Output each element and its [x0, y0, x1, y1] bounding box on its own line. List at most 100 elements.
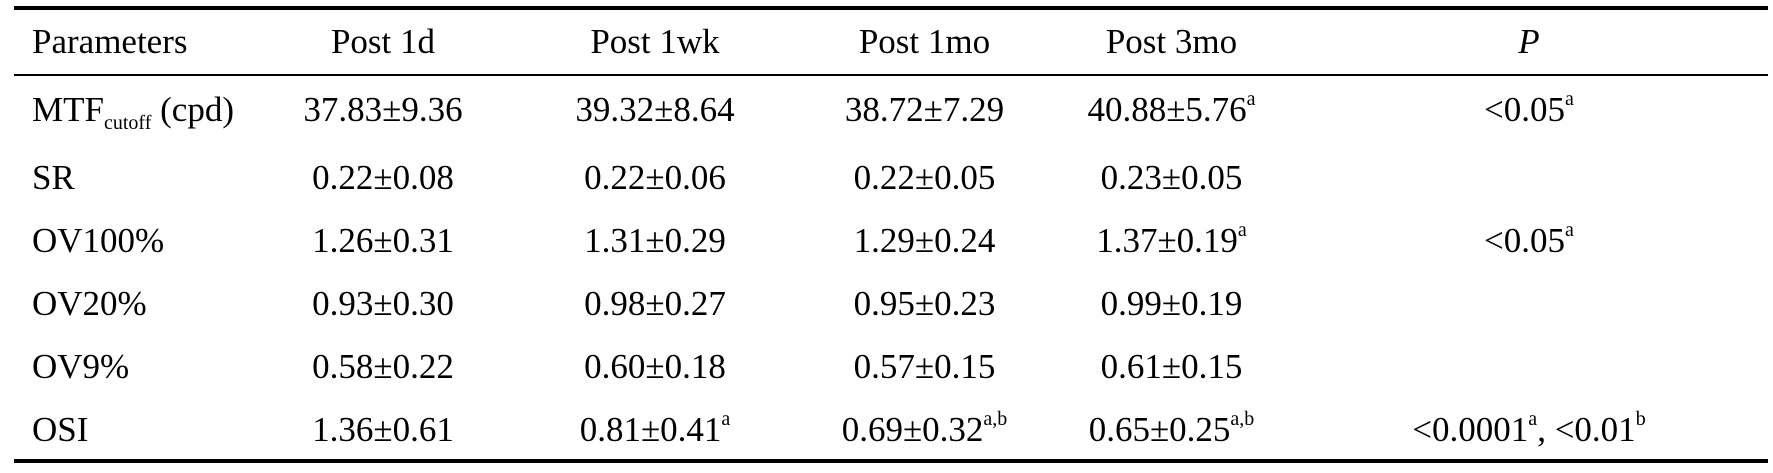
- cell-value: 1.26±0.31: [312, 220, 454, 260]
- table-row: OV9% 0.58±0.22 0.60±0.18 0.57±0.15 0.61±0.15: [14, 335, 1768, 398]
- cell-value: <0.05: [1484, 220, 1566, 260]
- parameter-cell: MTFcutoff (cpd): [14, 74, 252, 146]
- cell-post-1mo: 0.22±0.05: [796, 146, 1053, 209]
- header-rule: [14, 74, 1768, 76]
- cell-value: 0.60±0.18: [584, 346, 726, 386]
- cell-value: <0.05: [1484, 90, 1566, 129]
- table-row: MTFcutoff (cpd) 37.83±9.36 39.32±8.64 38.72…: [14, 74, 1768, 146]
- table-row: OV20% 0.93±0.30 0.98±0.27 0.95±0.23 0.99±0.1…: [14, 272, 1768, 335]
- cell-p-value: [1290, 146, 1768, 209]
- cell-p-value: [1290, 335, 1768, 398]
- significance-marker: a: [1528, 407, 1538, 430]
- cell-post-1d: 1.26±0.31: [252, 209, 514, 272]
- cell-p-value: [1290, 272, 1768, 335]
- significance-marker: a,b: [1230, 407, 1255, 430]
- significance-marker: a: [721, 407, 731, 430]
- cell-post-3mo: 0.23±0.05: [1053, 146, 1290, 209]
- cell-value: 0.57±0.15: [853, 346, 996, 386]
- cell-value: 0.61±0.15: [1100, 346, 1243, 386]
- parameter-name: MTF: [32, 90, 104, 129]
- significance-marker: a: [1246, 88, 1256, 111]
- header-post-1wk: Post 1wk: [590, 22, 720, 61]
- significance-marker: a: [1565, 218, 1574, 241]
- results-table: Parameters Post 1d Post 1wk Post 1mo Pos…: [14, 10, 1768, 461]
- cell-post-3mo: 0.99±0.19: [1053, 272, 1290, 335]
- cell-post-1wk: 0.81±0.41a: [514, 398, 796, 461]
- cell-value: 0.99±0.19: [1100, 283, 1243, 323]
- header-post-1mo: Post 1mo: [858, 22, 991, 61]
- cell-post-3mo: 40.88±5.76a: [1053, 74, 1290, 146]
- significance-marker: a: [1565, 88, 1574, 111]
- parameter-subscript: cutoff: [103, 112, 152, 134]
- cell-post-1mo: 38.72±7.29: [796, 74, 1053, 146]
- cell-value: 0.81±0.41: [579, 409, 722, 449]
- parameter-name: OSI: [32, 409, 89, 449]
- cell-value: 37.83±9.36: [303, 90, 463, 129]
- cell-value-secondary: , <0.01: [1537, 409, 1636, 449]
- cell-post-3mo: 1.37±0.19a: [1053, 209, 1290, 272]
- cell-post-1mo: 0.95±0.23: [796, 272, 1053, 335]
- parameter-cell: SR: [14, 146, 252, 209]
- cell-value: <0.0001: [1412, 409, 1529, 449]
- cell-value: 0.69±0.32: [841, 409, 984, 449]
- table-body: MTFcutoff (cpd) 37.83±9.36 39.32±8.64 38.72…: [14, 74, 1768, 461]
- cell-post-1d: 0.22±0.08: [252, 146, 514, 209]
- bottom-rule: [14, 459, 1768, 463]
- cell-p-value: <0.05a: [1290, 74, 1768, 146]
- parameter-name: OV100%: [32, 220, 165, 260]
- cell-value: 0.98±0.27: [584, 283, 726, 323]
- cell-post-1mo: 0.57±0.15: [796, 335, 1053, 398]
- cell-value: 0.93±0.30: [312, 283, 454, 323]
- cell-value: 0.22±0.08: [312, 157, 454, 197]
- cell-post-1mo: 1.29±0.24: [796, 209, 1053, 272]
- cell-post-3mo: 0.65±0.25a,b: [1053, 398, 1290, 461]
- header-parameters: Parameters: [32, 22, 188, 61]
- header-row: Parameters Post 1d Post 1wk Post 1mo Pos…: [14, 10, 1768, 74]
- cell-post-1wk: 39.32±8.64: [514, 74, 796, 146]
- parameter-cell: OV20%: [14, 272, 252, 335]
- significance-marker: a,b: [983, 407, 1008, 430]
- table-row: SR 0.22±0.08 0.22±0.06 0.22±0.05 0.23±0.05: [14, 146, 1768, 209]
- cell-post-1wk: 0.22±0.06: [514, 146, 796, 209]
- cell-post-1wk: 0.98±0.27: [514, 272, 796, 335]
- cell-value: 39.32±8.64: [575, 90, 735, 129]
- parameter-cell: OSI: [14, 398, 252, 461]
- significance-marker: a: [1237, 218, 1247, 241]
- cell-value: 0.23±0.05: [1100, 157, 1243, 197]
- header-p-value: P: [1518, 22, 1540, 61]
- cell-value: 1.31±0.29: [584, 220, 726, 260]
- cell-value: 0.22±0.06: [584, 157, 726, 197]
- parameter-name: SR: [32, 157, 75, 197]
- cell-post-3mo: 0.61±0.15: [1053, 335, 1290, 398]
- header-post-1d: Post 1d: [330, 22, 436, 61]
- parameter-unit: (cpd): [151, 90, 234, 129]
- cell-value: 1.37±0.19: [1096, 220, 1238, 260]
- cell-post-1d: 1.36±0.61: [252, 398, 514, 461]
- cell-value: 40.88±5.76: [1087, 90, 1247, 129]
- cell-post-1wk: 0.60±0.18: [514, 335, 796, 398]
- table-row: OSI 1.36±0.61 0.81±0.41a 0.69±0.32a,b 0.65±0…: [14, 398, 1768, 461]
- parameter-name: OV20%: [32, 283, 147, 323]
- cell-p-value: <0.05a: [1290, 209, 1768, 272]
- cell-value: 0.58±0.22: [312, 346, 454, 386]
- significance-marker: b: [1635, 407, 1646, 430]
- cell-value: 1.29±0.24: [853, 220, 996, 260]
- cell-value: 0.22±0.05: [853, 157, 996, 197]
- cell-post-1wk: 1.31±0.29: [514, 209, 796, 272]
- top-rule: [14, 6, 1768, 10]
- cell-post-1d: 37.83±9.36: [252, 74, 514, 146]
- cell-value: 0.65±0.25: [1088, 409, 1231, 449]
- cell-value: 1.36±0.61: [312, 409, 454, 449]
- cell-value: 0.95±0.23: [853, 283, 996, 323]
- header-post-3mo: Post 3mo: [1105, 22, 1238, 61]
- parameter-name: OV9%: [32, 346, 130, 386]
- table-row: OV100% 1.26±0.31 1.31±0.29 1.29±0.24 1.37±0.…: [14, 209, 1768, 272]
- parameter-cell: OV9%: [14, 335, 252, 398]
- cell-post-1mo: 0.69±0.32a,b: [796, 398, 1053, 461]
- cell-p-value: <0.0001a, <0.01b: [1290, 398, 1768, 461]
- cell-value: 38.72±7.29: [844, 90, 1005, 129]
- cell-post-1d: 0.93±0.30: [252, 272, 514, 335]
- parameter-cell: OV100%: [14, 209, 252, 272]
- cell-post-1d: 0.58±0.22: [252, 335, 514, 398]
